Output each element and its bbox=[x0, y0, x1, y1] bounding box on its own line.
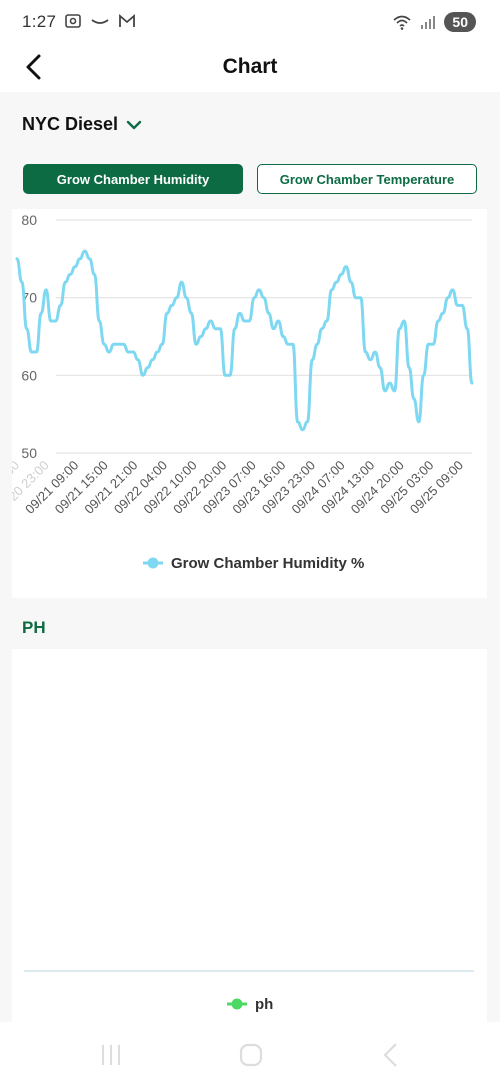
ph-section-title: PH bbox=[22, 618, 46, 637]
ph-chart-card: ph bbox=[12, 649, 487, 1022]
notification-icons bbox=[64, 12, 136, 30]
legend-label: ph bbox=[255, 996, 273, 1013]
legend-marker-dot bbox=[147, 557, 159, 569]
recent-apps-button[interactable] bbox=[96, 1040, 126, 1070]
site-selector[interactable]: NYC Diesel bbox=[22, 114, 142, 135]
chevron-down-icon bbox=[126, 120, 142, 129]
amazon-icon bbox=[91, 19, 109, 24]
legend-label: Grow Chamber Humidity % bbox=[171, 555, 364, 572]
app-header: Chart bbox=[0, 46, 500, 92]
tab-grow-chamber-humidity[interactable]: Grow Chamber Humidity bbox=[23, 164, 243, 194]
wifi-icon bbox=[393, 15, 411, 30]
content-area: NYC Diesel Grow Chamber Humidity Grow Ch… bbox=[0, 92, 500, 1022]
ph-chart: ph bbox=[24, 970, 474, 1013]
y-tick-label: 60 bbox=[21, 367, 37, 383]
home-icon bbox=[239, 1043, 263, 1067]
legend-marker-dot bbox=[231, 998, 243, 1010]
screenshot-icon bbox=[65, 14, 81, 28]
tab-grow-chamber-temperature[interactable]: Grow Chamber Temperature bbox=[257, 164, 477, 194]
back-nav-icon bbox=[383, 1043, 397, 1067]
site-name: NYC Diesel bbox=[22, 114, 119, 134]
chevron-left-icon bbox=[26, 54, 41, 80]
series-line-grow-chamber-humidity bbox=[15, 249, 474, 432]
signal-icon bbox=[421, 16, 436, 29]
y-tick-label: 50 bbox=[21, 445, 37, 461]
status-bar: 1:27 50 bbox=[0, 0, 500, 46]
mail-icon bbox=[119, 14, 135, 27]
recent-apps-icon bbox=[102, 1045, 120, 1065]
battery-indicator: 50 bbox=[444, 12, 476, 32]
back-button[interactable] bbox=[18, 50, 52, 84]
status-time: 1:27 bbox=[22, 12, 57, 31]
home-button[interactable] bbox=[236, 1040, 266, 1070]
back-nav-button[interactable] bbox=[376, 1040, 406, 1070]
system-icons: 50 bbox=[392, 12, 476, 32]
y-tick-label: 80 bbox=[21, 212, 37, 228]
page-title: Chart bbox=[222, 55, 278, 78]
system-navigation-bar bbox=[0, 1022, 500, 1084]
